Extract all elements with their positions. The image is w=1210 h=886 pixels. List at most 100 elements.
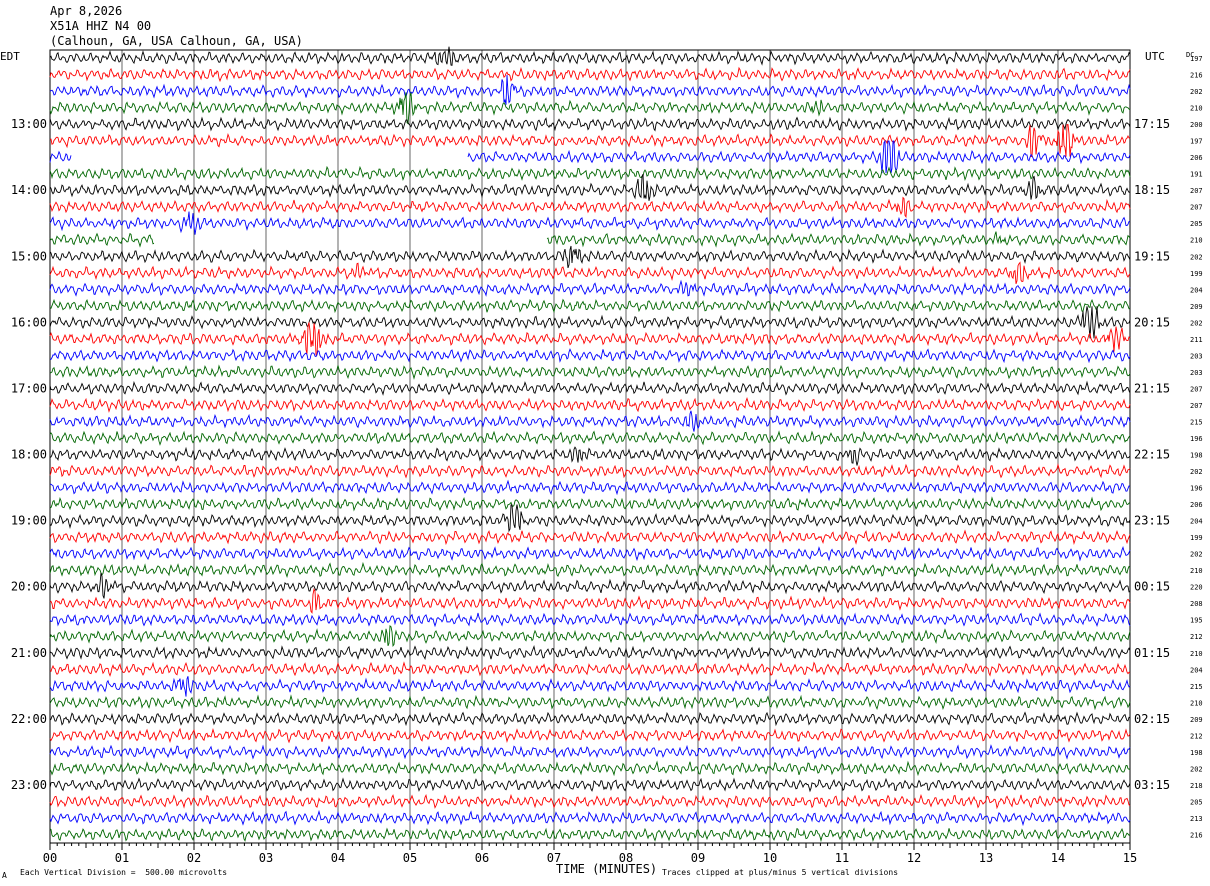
trace-line bbox=[49, 496, 1131, 512]
dc-offset-label: 216 bbox=[1190, 72, 1203, 80]
dc-offset-label: 196 bbox=[1190, 485, 1203, 493]
dc-offset-label: 202 bbox=[1190, 88, 1203, 96]
trace-line bbox=[49, 279, 1131, 297]
trace-line bbox=[49, 760, 1131, 777]
trace-line bbox=[49, 306, 1131, 339]
axis-labels: EDT UTC DC 13:00 14:00 15:00 16:00 17:00 18:00 19… bbox=[0, 50, 1203, 865]
edt-hour-label: 19:00 bbox=[11, 514, 47, 528]
trace-line bbox=[49, 174, 1131, 201]
trace-line bbox=[49, 446, 1131, 466]
trace-line bbox=[49, 777, 1131, 793]
dc-offset-label: 207 bbox=[1190, 187, 1203, 195]
dc-offset-label: 205 bbox=[1190, 220, 1203, 228]
x-tick-label: 09 bbox=[691, 851, 705, 865]
trace-line bbox=[49, 430, 1131, 446]
utc-hour-label: 19:15 bbox=[1134, 249, 1170, 263]
edt-hour-label: 23:00 bbox=[11, 778, 47, 792]
trace-line bbox=[49, 196, 1131, 219]
dc-offset-label: 199 bbox=[1190, 270, 1203, 278]
dc-offset-label: 209 bbox=[1190, 716, 1203, 724]
x-tick-label: 11 bbox=[835, 851, 849, 865]
dc-offset-label: 208 bbox=[1190, 600, 1203, 608]
dc-offset-label: 197 bbox=[1190, 55, 1203, 63]
trace-line bbox=[49, 625, 1131, 648]
dc-offset-label: 202 bbox=[1190, 253, 1203, 261]
edt-hour-label: 16:00 bbox=[11, 315, 47, 329]
x-tick-label: 01 bbox=[115, 851, 129, 865]
trace-line bbox=[49, 124, 1131, 158]
x-tick-label: 08 bbox=[619, 851, 633, 865]
x-tick-label: 07 bbox=[547, 851, 561, 865]
trace-line bbox=[49, 809, 1131, 827]
dc-offset-label: 211 bbox=[1190, 336, 1203, 344]
x-tick-label: 00 bbox=[43, 851, 57, 865]
trace-line bbox=[49, 74, 1131, 105]
edt-hour-label: 15:00 bbox=[11, 249, 47, 263]
clip-note: Traces clipped at plus/minus 5 vertical … bbox=[662, 868, 899, 877]
trace-line bbox=[49, 245, 1131, 269]
edt-hour-label: 20:00 bbox=[11, 580, 47, 594]
trace-line bbox=[49, 261, 1131, 285]
trace-line bbox=[49, 410, 1131, 432]
header-location: (Calhoun, GA, USA Calhoun, GA, USA) bbox=[50, 34, 303, 48]
edt-hour-label: 21:00 bbox=[11, 646, 47, 660]
dc-offset-label: 207 bbox=[1190, 204, 1203, 212]
trace-line bbox=[49, 150, 72, 163]
trace-line bbox=[49, 321, 1131, 356]
x-tick-label: 13 bbox=[979, 851, 993, 865]
x-tick-label: 03 bbox=[259, 851, 273, 865]
trace-line bbox=[49, 364, 1131, 380]
edt-hour-label: 14:00 bbox=[11, 183, 47, 197]
utc-hour-label: 03:15 bbox=[1134, 778, 1170, 792]
dc-offset-label: 198 bbox=[1190, 749, 1203, 757]
dc-offset-label: 216 bbox=[1190, 831, 1203, 839]
dc-offset-label: 212 bbox=[1190, 732, 1203, 740]
dc-offset-label: 204 bbox=[1190, 666, 1203, 674]
dc-offset-label: 204 bbox=[1190, 518, 1203, 526]
trace-line bbox=[49, 827, 1131, 843]
seismic-traces bbox=[49, 46, 1131, 843]
time-grid bbox=[49, 49, 1131, 850]
edt-axis-title: EDT bbox=[0, 50, 20, 63]
dc-offset-label: 206 bbox=[1190, 501, 1203, 509]
dc-offset-label: 207 bbox=[1190, 402, 1203, 410]
trace-line bbox=[49, 211, 1131, 235]
trace-line bbox=[49, 711, 1131, 727]
trace-line bbox=[49, 529, 1131, 546]
x-tick-label: 12 bbox=[907, 851, 921, 865]
trace-line bbox=[49, 545, 1131, 562]
dc-offset-label: 209 bbox=[1190, 303, 1203, 311]
trace-line bbox=[49, 66, 1131, 83]
x-tick-label: 02 bbox=[187, 851, 201, 865]
trace-line bbox=[49, 479, 1131, 496]
edt-hour-label: 13:00 bbox=[11, 117, 47, 131]
dc-offset-label: 210 bbox=[1190, 105, 1203, 113]
utc-hour-label: 20:15 bbox=[1134, 315, 1170, 329]
trace-line bbox=[49, 298, 1131, 314]
trace-line bbox=[49, 561, 1131, 579]
utc-hour-label: 01:15 bbox=[1134, 646, 1170, 660]
utc-hour-label: 23:15 bbox=[1134, 514, 1170, 528]
x-tick-label: 15 bbox=[1123, 851, 1137, 865]
x-tick-label: 06 bbox=[475, 851, 489, 865]
trace-line bbox=[49, 165, 1131, 181]
header-station: X51A HHZ N4 00 bbox=[50, 19, 152, 33]
dc-offset-label: 198 bbox=[1190, 452, 1203, 460]
dc-offset-label: 202 bbox=[1190, 551, 1203, 559]
edt-hour-label: 22:00 bbox=[11, 712, 47, 726]
dc-offset-label: 215 bbox=[1190, 683, 1203, 691]
dc-offset-label: 195 bbox=[1190, 617, 1203, 625]
x-axis-title: TIME (MINUTES) bbox=[556, 862, 658, 876]
trace-line bbox=[49, 676, 1131, 697]
trace-line bbox=[49, 46, 1131, 66]
utc-hour-label: 18:15 bbox=[1134, 183, 1170, 197]
trace-line bbox=[49, 587, 1131, 614]
dc-offset-label: 200 bbox=[1190, 121, 1203, 129]
utc-axis-title: UTC bbox=[1145, 50, 1165, 63]
edt-hour-label: 17:00 bbox=[11, 381, 47, 395]
trace-line bbox=[49, 661, 1131, 677]
dc-offset-label: 202 bbox=[1190, 765, 1203, 773]
utc-hour-label: 17:15 bbox=[1134, 117, 1170, 131]
trace-line bbox=[49, 727, 1131, 744]
